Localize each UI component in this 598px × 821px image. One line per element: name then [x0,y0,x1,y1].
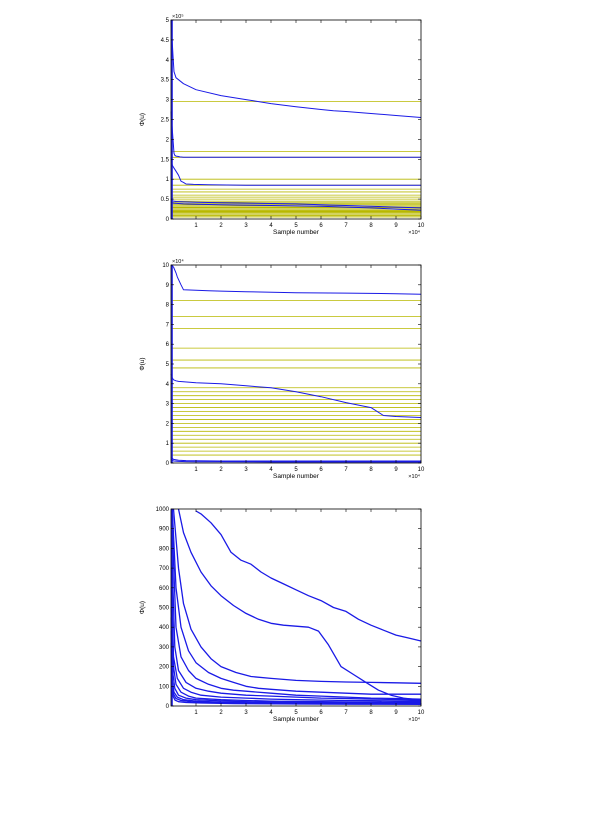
y-tick-label: 700 [159,566,170,572]
plot-area [171,265,421,463]
x-tick-label: 3 [244,710,248,716]
series-line-2 [170,373,422,418]
y-tick-label: 3.5 [161,78,170,84]
series-line-7 [170,568,422,702]
x-tick-label: 2 [219,223,223,229]
y-tick-label: 3 [166,402,170,408]
x-tick-label: 4 [269,467,273,473]
series-line-5 [171,528,422,700]
x-tick-label: 6 [319,710,323,716]
y-tick-label: 500 [159,606,170,612]
x-tick-label: 10 [418,467,425,473]
y-tick-label: 10 [162,263,169,269]
x-multiplier-label: ×10⁴ [408,229,420,236]
x-tick-label: 8 [369,710,373,716]
series-line-3 [172,508,422,684]
series-line-5 [170,201,422,211]
x-tick-label: 9 [394,710,398,716]
y-tick-label: 400 [159,625,170,631]
x-tick-label: 8 [369,467,373,473]
y-tick-label: 1.5 [161,157,170,163]
y-multiplier-label: ×10⁵ [172,13,184,20]
x-multiplier-label: ×10⁴ [408,473,420,480]
x-tick-label: 6 [319,467,323,473]
x-tick-label: 1 [194,710,198,716]
chart-3: 1 2 3 4 5 6 7 8 9 1001002003004005006007008009001… [139,507,425,723]
series-line-1 [170,264,422,295]
y-tick-label: 2 [166,137,170,143]
x-tick-label: 4 [269,710,273,716]
y-axis-label: Φ(u) [139,357,146,370]
y-tick-label: 300 [159,645,170,651]
y-tick-label: 1000 [156,507,170,513]
series-line-6 [171,548,422,701]
y-tick-label: 8 [166,303,170,309]
x-tick-label: 9 [394,223,398,229]
x-tick-label: 2 [219,710,223,716]
series-line-1 [170,19,422,118]
y-tick-label: 100 [159,684,170,690]
y-tick-label: 4 [166,382,170,388]
y-multiplier-label: ×10⁴ [172,258,184,265]
x-tick-label: 8 [369,223,373,229]
x-tick-label: 9 [394,467,398,473]
y-tick-label: 600 [159,586,170,592]
y-tick-label: 0 [166,217,170,223]
y-tick-label: 0 [166,704,170,710]
plot-area [171,509,421,706]
x-tick-label: 5 [294,223,298,229]
x-tick-label: 10 [418,710,425,716]
x-axis-label: Sample number [273,716,320,723]
y-axis-label: Φ(u) [139,113,146,126]
y-tick-label: 7 [166,322,170,328]
y-tick-label: 1 [166,177,170,183]
y-tick-label: 0.5 [161,197,170,203]
x-tick-label: 3 [244,223,248,229]
x-tick-label: 2 [219,467,223,473]
x-tick-label: 1 [194,467,198,473]
x-tick-label: 7 [344,467,348,473]
x-axis-label: Sample number [273,473,320,480]
y-tick-label: 200 [159,665,170,671]
series-line-4 [170,198,422,209]
y-tick-label: 900 [159,527,170,533]
series-line-1 [195,510,422,642]
x-tick-label: 5 [294,710,298,716]
series-line-4 [171,508,421,695]
x-multiplier-label: ×10⁴ [408,716,420,723]
y-tick-label: 2.5 [161,118,170,124]
x-tick-label: 6 [319,223,323,229]
y-tick-label: 5 [166,18,170,24]
x-tick-label: 7 [344,223,348,229]
series-line-2 [170,111,421,158]
plot-area [171,20,421,219]
y-tick-label: 4.5 [161,38,170,44]
x-tick-label: 4 [269,223,273,229]
chart-2: 1 2 3 4 5 6 7 8 9 10 0 1 2 3 4 5 6 7 8 9 10 Sample number Φ(u)… [139,258,425,480]
y-tick-label: 1 [166,441,170,447]
y-axis-label: Φ(u) [139,601,146,614]
x-tick-label: 7 [344,710,348,716]
y-tick-label: 3 [166,98,170,104]
y-tick-label: 5 [166,362,170,368]
series-line-2 [177,508,422,701]
x-tick-label: 10 [418,223,425,229]
y-tick-label: 6 [166,342,170,348]
y-tick-label: 9 [166,283,170,289]
x-tick-label: 3 [244,467,248,473]
y-tick-label: 0 [166,461,170,467]
x-tick-label: 1 [194,223,198,229]
x-axis-label: Sample number [273,229,320,236]
y-tick-label: 4 [166,58,170,64]
y-tick-label: 2 [166,421,170,427]
x-tick-label: 5 [294,467,298,473]
series-line-3 [170,157,421,186]
y-tick-label: 800 [159,546,170,552]
series-line-8 [170,587,421,703]
